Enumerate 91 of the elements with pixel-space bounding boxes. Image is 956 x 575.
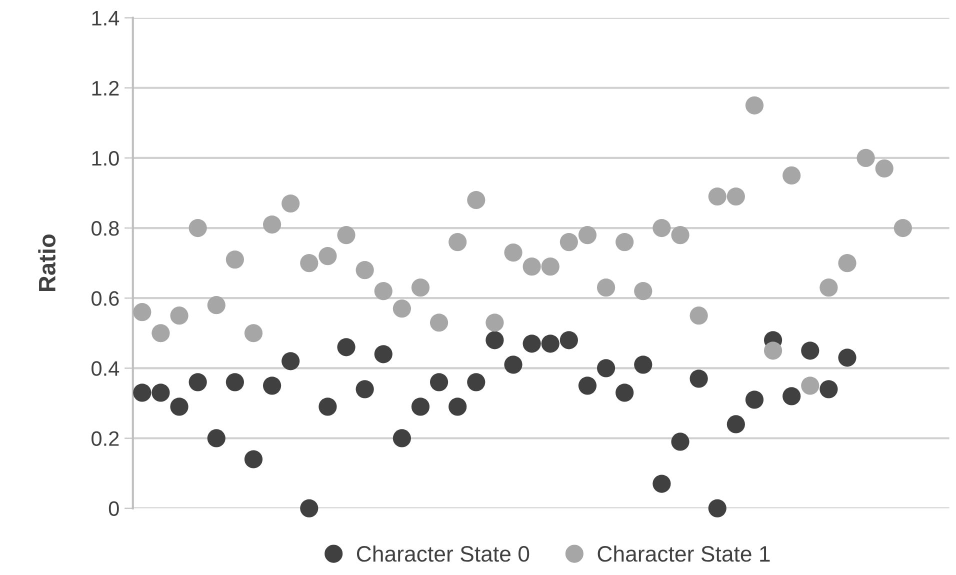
- point: [356, 261, 374, 280]
- point: [504, 244, 522, 262]
- point: [374, 345, 392, 364]
- point: [596, 278, 616, 297]
- point: [337, 338, 356, 356]
- point: [300, 254, 318, 272]
- point: [392, 429, 411, 448]
- point: [690, 370, 708, 388]
- point: [374, 282, 392, 300]
- point: [838, 348, 856, 367]
- point: [522, 258, 541, 276]
- point: [801, 342, 820, 360]
- y-tick-label: 0.4: [92, 361, 120, 376]
- point: [318, 247, 337, 266]
- y-tick-label: 0.2: [92, 431, 119, 446]
- legend-label: Character State 0: [356, 545, 530, 562]
- point: [188, 373, 207, 392]
- point: [262, 376, 282, 395]
- point: [578, 376, 597, 395]
- point: [616, 232, 634, 252]
- point: [560, 331, 578, 350]
- y-tick-label: 0: [108, 501, 119, 516]
- point: [782, 387, 801, 406]
- point: [170, 306, 188, 325]
- point: [152, 324, 170, 342]
- point: [745, 96, 764, 114]
- point: [318, 398, 337, 416]
- point: [448, 232, 467, 252]
- point: [745, 390, 764, 409]
- point: [504, 356, 522, 374]
- point: [634, 282, 652, 300]
- y-tick-label: 0.8: [92, 221, 119, 236]
- point: [782, 166, 801, 185]
- point: [820, 380, 838, 398]
- point: [875, 159, 894, 178]
- point: [282, 352, 300, 370]
- point: [188, 218, 207, 238]
- point: [244, 450, 263, 468]
- point: [411, 398, 430, 416]
- point: [392, 300, 411, 318]
- point: [337, 226, 356, 244]
- point: [856, 148, 875, 168]
- point: [708, 187, 726, 206]
- point: [430, 373, 448, 392]
- point: [541, 334, 560, 353]
- point: [486, 331, 504, 350]
- point: [541, 258, 560, 276]
- y-tick-label: 1.2: [92, 80, 119, 96]
- point: [634, 356, 652, 374]
- y-tick-label: 0.6: [92, 291, 119, 306]
- point: [726, 187, 745, 206]
- point: [226, 373, 244, 392]
- point: [133, 303, 152, 322]
- y-tick-label: 1.4: [92, 11, 120, 26]
- point: [133, 384, 152, 402]
- point: [690, 306, 708, 325]
- point: [671, 226, 690, 244]
- point: [430, 314, 448, 332]
- point: [596, 359, 616, 378]
- point: [708, 499, 726, 518]
- legend-label: Character State 1: [598, 545, 770, 562]
- point: [894, 218, 912, 238]
- point: [467, 190, 486, 210]
- point: [560, 232, 578, 252]
- y-tick-label: 1.0: [92, 150, 119, 166]
- point: [652, 218, 671, 238]
- point: [801, 376, 820, 395]
- point: [300, 499, 318, 518]
- point: [226, 250, 244, 269]
- point: [411, 278, 430, 297]
- point: [244, 324, 263, 342]
- point: [282, 194, 300, 213]
- point: [578, 226, 597, 244]
- point: [170, 398, 188, 416]
- point: [356, 380, 374, 398]
- point: [764, 342, 782, 360]
- point: [262, 215, 282, 234]
- point: [448, 398, 467, 416]
- point: [207, 296, 226, 314]
- point: [652, 474, 671, 493]
- point: [152, 384, 170, 402]
- y-axis-title: Ratio: [38, 234, 56, 291]
- point: [838, 254, 856, 272]
- point: [486, 314, 504, 332]
- point: [522, 334, 541, 353]
- point: [207, 429, 226, 448]
- point: [616, 384, 634, 402]
- point: [726, 415, 745, 434]
- point: [671, 432, 690, 451]
- point: [467, 373, 486, 392]
- point: [820, 278, 838, 297]
